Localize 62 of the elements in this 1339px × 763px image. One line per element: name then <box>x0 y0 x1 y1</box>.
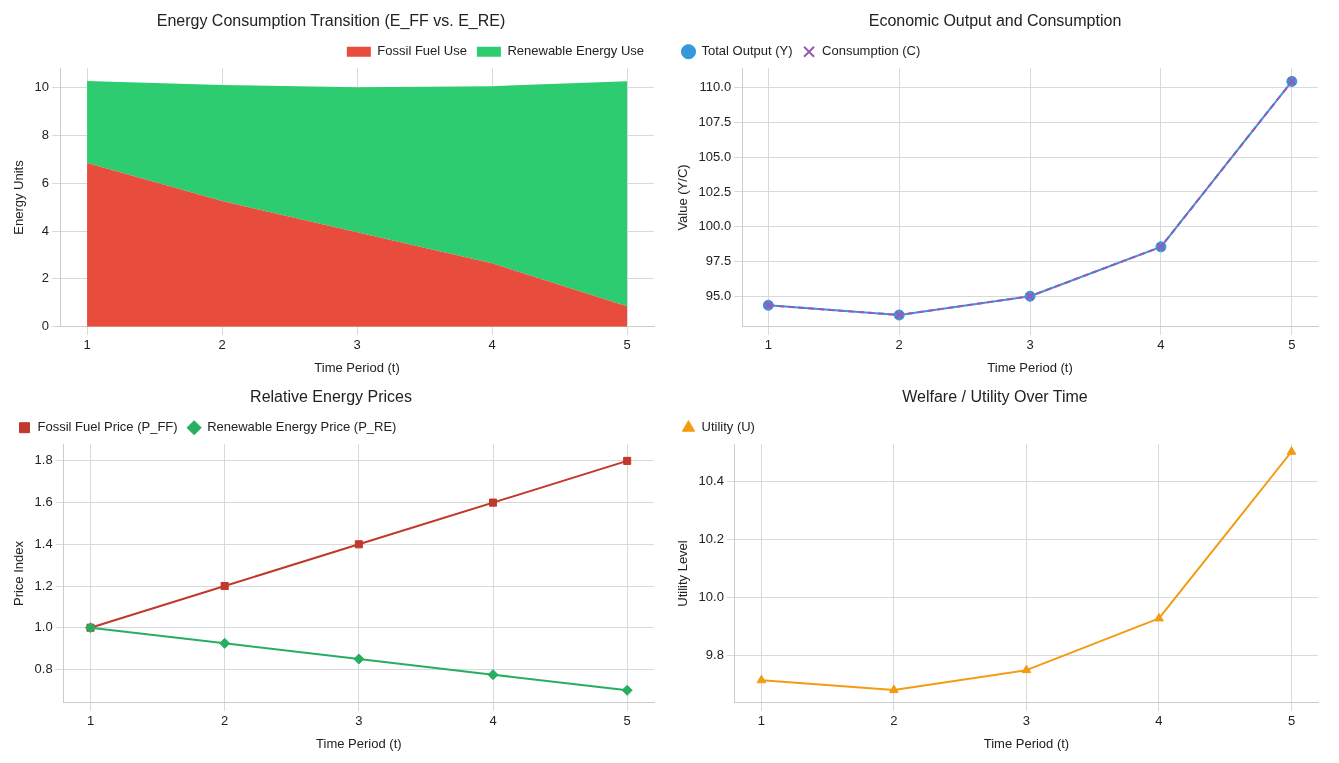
x-tick-label: 2 <box>218 337 226 353</box>
x-axis-title: Time Period (t) <box>314 359 400 375</box>
y-tick-label: 10.0 <box>698 588 724 604</box>
y-tick-label: 1.0 <box>34 619 53 635</box>
x-tick-label: 5 <box>1288 337 1296 353</box>
y-tick-label: 8 <box>41 126 50 142</box>
y-tick-label: 9.8 <box>705 646 724 662</box>
x-tick-label: 5 <box>623 713 631 729</box>
x-tick-label: 2 <box>890 713 898 729</box>
y-tick-label: 1.6 <box>34 494 53 510</box>
chart-title: Energy Consumption Transition (E_FF vs. E_RE) <box>156 12 506 31</box>
legend-label: Renewable Energy Use <box>507 43 644 59</box>
x-tick-label: 4 <box>1157 337 1165 353</box>
x-axis-title: Time Period (t) <box>983 735 1070 751</box>
x-tick-label: 3 <box>355 713 363 729</box>
y-axis-title: Value (Y/C) <box>675 164 691 231</box>
y-tick-label: 102.5 <box>698 183 732 199</box>
y-tick-label: 110.0 <box>699 79 732 95</box>
x-tick-label: 1 <box>86 713 95 729</box>
x-tick-label: 4 <box>488 337 496 353</box>
y-tick-label: 10 <box>34 78 50 94</box>
legend-label: Fossil Fuel Price (P_FF) <box>37 419 178 435</box>
y-tick-label: 1.2 <box>34 577 53 593</box>
y-tick-label: 95.0 <box>705 287 732 303</box>
x-tick-label: 2 <box>895 337 903 353</box>
x-tick-label: 1 <box>757 713 766 729</box>
y-tick-label: 100.0 <box>698 218 732 234</box>
x-tick-label: 2 <box>221 713 229 729</box>
y-axis-title: Energy Units <box>11 159 27 235</box>
y-tick-label: 6 <box>41 174 50 190</box>
x-tick-label: 1 <box>764 337 772 353</box>
chart-title: Welfare / Utility Over Time <box>902 388 1088 406</box>
x-tick-label: 3 <box>1026 337 1034 353</box>
legend-label: Fossil Fuel Use <box>377 43 467 59</box>
x-tick-label: 1 <box>83 337 91 353</box>
y-tick-label: 107.5 <box>698 114 732 129</box>
x-tick-label: 3 <box>353 337 361 353</box>
y-tick-label: 1.4 <box>34 535 53 551</box>
y-tick-label: 10.2 <box>698 531 724 547</box>
x-tick-label: 4 <box>489 713 497 729</box>
x-tick-label: 5 <box>1287 713 1296 729</box>
x-tick-label: 3 <box>1022 713 1031 729</box>
y-tick-label: 4 <box>41 222 50 238</box>
y-axis-title: Utility Level <box>675 540 691 607</box>
x-tick-label: 4 <box>1155 713 1163 729</box>
y-tick-label: 1.8 <box>34 452 53 468</box>
x-tick-label: 5 <box>623 337 631 353</box>
y-axis-title: Price Index <box>11 540 27 607</box>
y-tick-label: 0.8 <box>34 661 53 677</box>
y-tick-label: 2 <box>41 270 50 286</box>
chart-title: Economic Output and Consumption <box>868 12 1122 30</box>
y-tick-label: 10.4 <box>698 473 724 489</box>
legend-label: Renewable Energy Price (P_RE) <box>207 419 397 435</box>
x-axis-title: Time Period (t) <box>987 359 1073 375</box>
legend-label: Consumption (C) <box>822 43 921 59</box>
y-tick-label: 97.5 <box>705 253 732 269</box>
y-tick-label: 0 <box>41 318 50 334</box>
chart-title: Relative Energy Prices <box>250 388 412 406</box>
x-axis-title: Time Period (t) <box>316 735 402 751</box>
legend-label: Total Output (Y) <box>701 43 793 59</box>
y-tick-label: 105.0 <box>698 148 732 164</box>
legend-label: Utility (U) <box>701 419 755 435</box>
